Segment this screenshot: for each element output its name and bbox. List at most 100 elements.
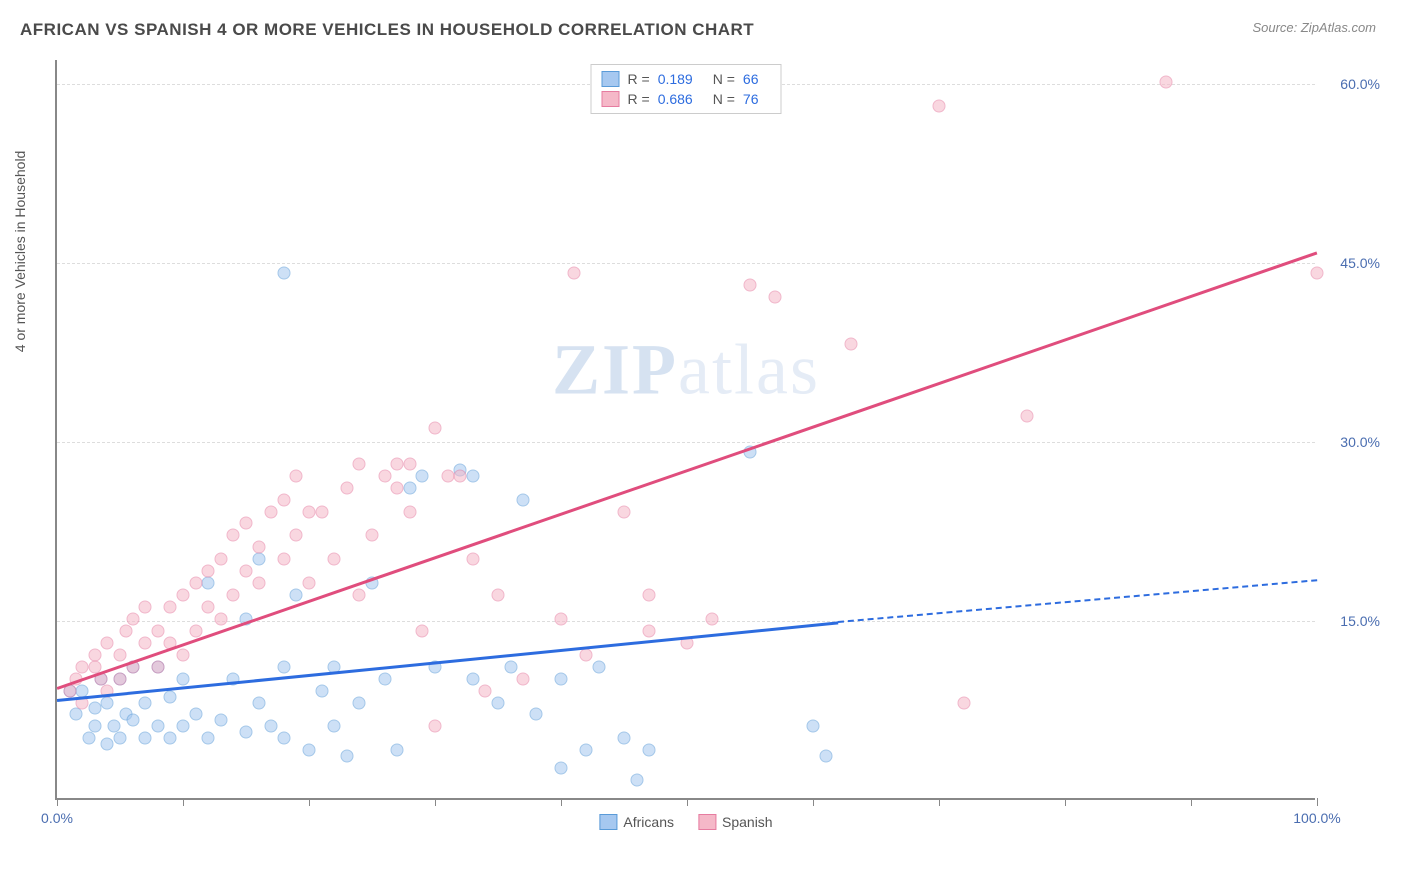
data-point [101, 738, 114, 751]
source-attribution: Source: ZipAtlas.com [1252, 20, 1376, 35]
data-point [618, 505, 631, 518]
data-point [277, 553, 290, 566]
data-point [504, 660, 517, 673]
data-point [328, 720, 341, 733]
data-point [592, 660, 605, 673]
x-tick [939, 798, 940, 806]
legend-row: R =0.189N =66 [602, 69, 771, 89]
data-point [290, 589, 303, 602]
x-tick [309, 798, 310, 806]
legend-item: Spanish [698, 814, 773, 830]
data-point [164, 601, 177, 614]
data-point [177, 648, 190, 661]
data-point [88, 720, 101, 733]
data-point [303, 505, 316, 518]
data-point [126, 612, 139, 625]
data-point [114, 672, 127, 685]
data-point [958, 696, 971, 709]
data-point [139, 696, 152, 709]
data-point [555, 612, 568, 625]
data-point [844, 338, 857, 351]
data-point [252, 541, 265, 554]
data-point [252, 577, 265, 590]
watermark: ZIPatlas [552, 328, 820, 411]
data-point [277, 493, 290, 506]
data-point [555, 672, 568, 685]
data-point [240, 565, 253, 578]
y-tick-label: 30.0% [1340, 434, 1380, 450]
data-point [202, 565, 215, 578]
data-point [252, 553, 265, 566]
data-point [706, 612, 719, 625]
data-point [529, 708, 542, 721]
data-point [340, 750, 353, 763]
data-point [189, 624, 202, 637]
data-point [151, 660, 164, 673]
data-point [177, 589, 190, 602]
data-point [114, 648, 127, 661]
data-point [277, 732, 290, 745]
data-point [151, 624, 164, 637]
data-point [1311, 266, 1324, 279]
x-tick [183, 798, 184, 806]
data-point [328, 553, 341, 566]
chart-title: AFRICAN VS SPANISH 4 OR MORE VEHICLES IN… [20, 20, 754, 40]
data-point [82, 732, 95, 745]
data-point [214, 612, 227, 625]
data-point [391, 481, 404, 494]
data-point [240, 517, 253, 530]
data-point [630, 774, 643, 787]
data-point [189, 577, 202, 590]
gridline [57, 263, 1315, 264]
data-point [353, 589, 366, 602]
data-point [643, 624, 656, 637]
data-point [378, 672, 391, 685]
data-point [416, 469, 429, 482]
data-point [466, 553, 479, 566]
y-tick-label: 60.0% [1340, 76, 1380, 92]
data-point [517, 493, 530, 506]
legend-swatch [599, 814, 617, 830]
data-point [403, 505, 416, 518]
y-tick-label: 15.0% [1340, 613, 1380, 629]
data-point [391, 744, 404, 757]
data-point [466, 672, 479, 685]
data-point [69, 708, 82, 721]
legend-n-label: N = [713, 91, 735, 107]
data-point [315, 505, 328, 518]
data-point [807, 720, 820, 733]
x-tick [813, 798, 814, 806]
legend-r-label: R = [628, 91, 650, 107]
data-point [618, 732, 631, 745]
x-tick [1317, 798, 1318, 806]
data-point [429, 720, 442, 733]
data-point [378, 469, 391, 482]
data-point [303, 744, 316, 757]
legend-n-value: 76 [743, 91, 759, 107]
y-axis-title: 4 or more Vehicles in Household [12, 151, 28, 353]
data-point [1159, 75, 1172, 88]
x-tick-label: 0.0% [41, 810, 73, 826]
gridline [57, 442, 1315, 443]
trendline [57, 251, 1318, 689]
trendline [838, 579, 1317, 623]
data-point [290, 469, 303, 482]
data-point [567, 266, 580, 279]
x-tick [435, 798, 436, 806]
legend-n-value: 66 [743, 71, 759, 87]
data-point [120, 624, 133, 637]
data-point [151, 720, 164, 733]
data-point [580, 744, 593, 757]
data-point [227, 529, 240, 542]
data-point [252, 696, 265, 709]
data-point [340, 481, 353, 494]
data-point [479, 684, 492, 697]
data-point [441, 469, 454, 482]
legend-swatch [602, 91, 620, 107]
legend-r-label: R = [628, 71, 650, 87]
data-point [189, 708, 202, 721]
data-point [139, 732, 152, 745]
legend-label: Africans [623, 814, 674, 830]
data-point [214, 553, 227, 566]
data-point [126, 714, 139, 727]
